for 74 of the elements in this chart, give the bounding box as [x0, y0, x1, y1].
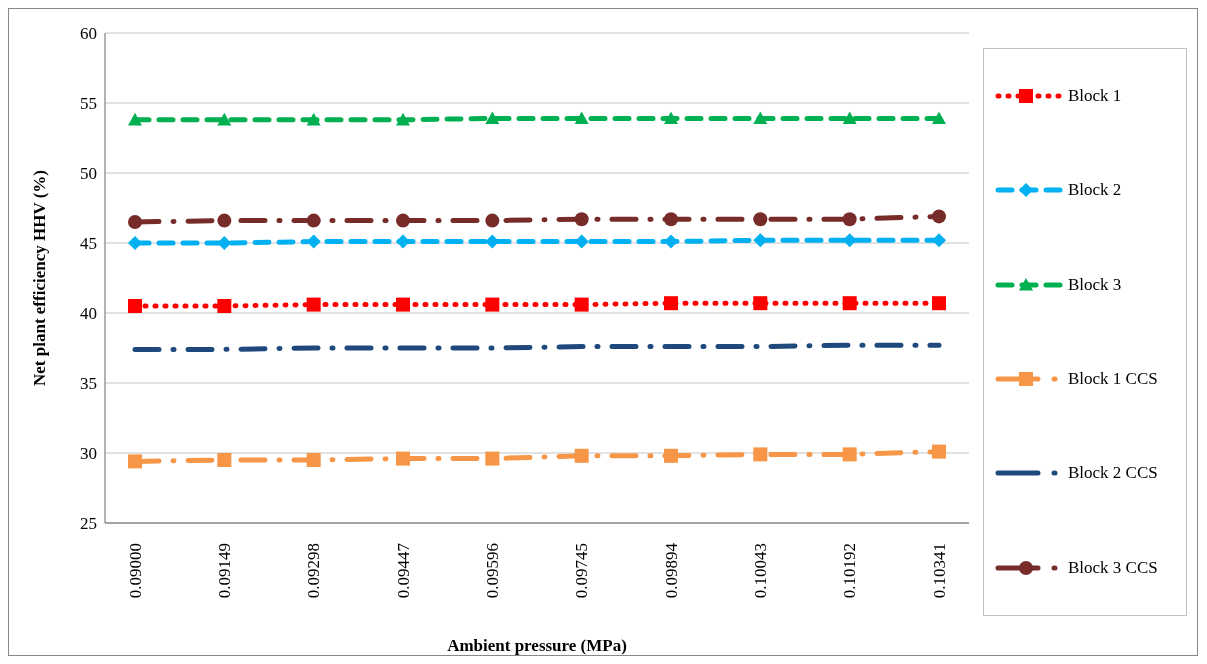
- point: [217, 213, 232, 228]
- x-tick-label: 0.09298: [304, 543, 324, 599]
- point: [753, 233, 768, 248]
- point: [128, 454, 142, 469]
- x-tick-label: 0.10341: [929, 543, 949, 599]
- point: [485, 451, 500, 466]
- legend-label: Block 3: [1068, 274, 1122, 295]
- legend-label: Block 2 CCS: [1068, 463, 1158, 484]
- y-axis-title: Net plant efficiency HHV (%): [30, 170, 50, 386]
- point: [842, 233, 857, 248]
- point: [664, 111, 678, 124]
- point: [664, 234, 678, 249]
- point: [485, 297, 500, 312]
- point: [217, 236, 232, 250]
- y-tick-label: 60: [80, 24, 97, 44]
- point: [396, 112, 410, 126]
- point: [128, 236, 142, 250]
- point: [753, 212, 768, 227]
- y-tick-label: 25: [80, 514, 97, 534]
- legend-label: Block 1 CCS: [1068, 369, 1158, 390]
- x-tick-label: 0.09000: [125, 543, 145, 599]
- point: [306, 297, 321, 312]
- point: [664, 296, 678, 311]
- point: [485, 111, 500, 124]
- point: [842, 212, 857, 227]
- point: [753, 111, 768, 124]
- point: [574, 111, 589, 124]
- x-tick-label: 0.09149: [214, 543, 234, 599]
- x-tick-label: 0.09894: [661, 542, 681, 599]
- y-tick-label: 50: [80, 164, 97, 184]
- point: [574, 297, 589, 312]
- point: [396, 234, 410, 249]
- point: [842, 111, 857, 124]
- legend-label: Block 1: [1068, 86, 1122, 107]
- point: [396, 451, 410, 466]
- point: [306, 453, 321, 467]
- point: [664, 212, 678, 227]
- x-tick-label: 0.09745: [572, 543, 592, 599]
- y-tick-label: 40: [80, 304, 97, 324]
- y-tick-label: 45: [80, 234, 97, 254]
- point: [574, 212, 589, 227]
- point: [396, 213, 410, 228]
- point: [753, 447, 768, 462]
- point: [574, 448, 589, 463]
- point: [306, 213, 321, 228]
- point: [396, 297, 410, 312]
- point: [932, 111, 946, 124]
- point: [753, 296, 768, 311]
- legend-label: Block 2: [1068, 180, 1122, 201]
- x-tick-label: 0.09447: [393, 542, 413, 599]
- point: [932, 296, 946, 311]
- point: [932, 209, 946, 224]
- point: [306, 234, 321, 249]
- legend-label: Block 3 CCS: [1068, 557, 1158, 578]
- y-tick-label: 35: [80, 374, 97, 394]
- point: [306, 112, 321, 126]
- point: [842, 447, 857, 462]
- point: [217, 299, 232, 313]
- point: [932, 444, 946, 459]
- point: [217, 453, 232, 467]
- point: [217, 112, 232, 126]
- x-tick-label: 0.10192: [840, 543, 860, 599]
- point: [932, 233, 946, 248]
- point: [485, 213, 500, 228]
- y-tick-label: 55: [80, 94, 97, 114]
- point: [664, 448, 678, 463]
- x-axis-title: Ambient pressure (MPa): [447, 636, 627, 655]
- point: [128, 112, 142, 126]
- x-tick-label: 0.10043: [750, 543, 770, 599]
- point: [128, 299, 142, 313]
- point: [842, 296, 857, 311]
- y-tick-label: 30: [80, 444, 97, 464]
- point: [128, 215, 142, 229]
- x-tick-label: 0.09596: [482, 543, 502, 599]
